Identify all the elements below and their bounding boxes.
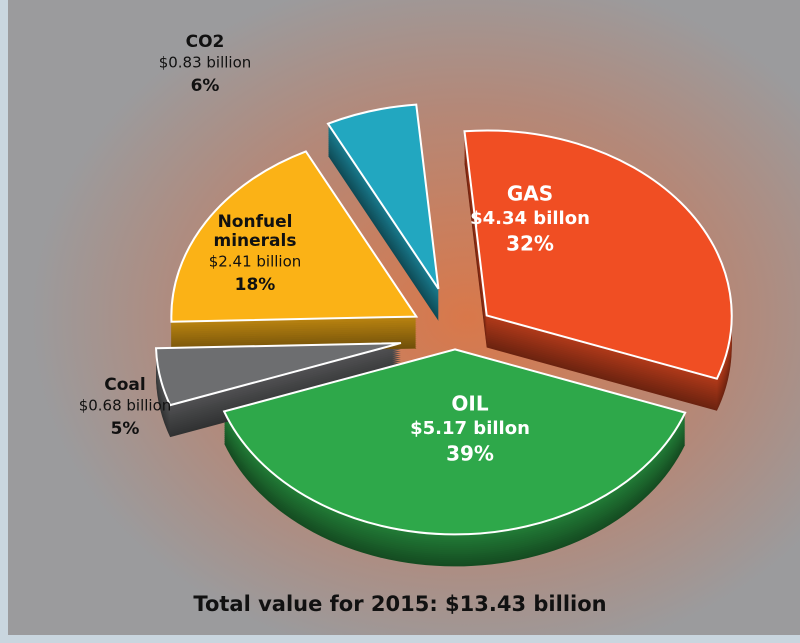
amount-label: $0.68 billion [79, 397, 172, 415]
value-label: 6% [191, 76, 220, 96]
category-label: CO2 [186, 32, 225, 52]
value-label: 32% [506, 232, 554, 256]
category-label: Coal [104, 375, 145, 395]
category-label: GAS [507, 182, 553, 206]
amount-label: $2.41 billion [209, 253, 302, 271]
value-label: 18% [235, 275, 276, 295]
slice [170, 150, 419, 323]
slice [463, 129, 733, 380]
slice [154, 342, 402, 407]
category-label: OIL [451, 392, 488, 416]
value-label: 5% [111, 419, 140, 439]
chart-title: Total value for 2015: $13.43 billion [193, 592, 606, 616]
amount-label: $4.34 billon [470, 208, 590, 229]
value-label: 39% [446, 442, 494, 466]
pie [154, 103, 733, 567]
amount-label: $0.83 billion [159, 54, 252, 72]
amount-label: $5.17 billon [410, 418, 530, 439]
labels: OIL$5.17 billon 39% Coal $0.68 billion 5% Non… [79, 32, 590, 466]
slice [326, 103, 440, 290]
category-label: Nonfuel minerals [214, 212, 297, 251]
slice [222, 348, 687, 536]
